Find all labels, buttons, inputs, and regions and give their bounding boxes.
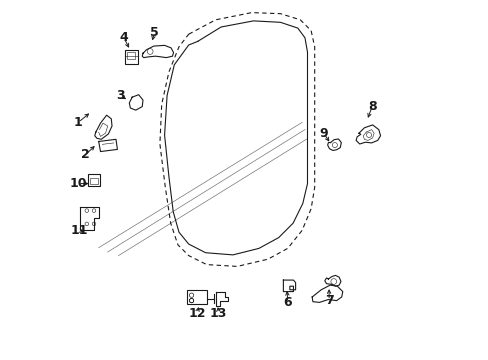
Text: 12: 12 (188, 307, 205, 320)
Bar (186, 290, 206, 304)
Text: 3: 3 (116, 89, 124, 102)
Text: 11: 11 (70, 224, 87, 237)
Bar (88, 174, 100, 186)
Text: 8: 8 (367, 100, 376, 113)
Bar (90, 178, 98, 184)
Text: 9: 9 (319, 127, 327, 140)
Text: 10: 10 (69, 177, 87, 190)
Text: 4: 4 (119, 31, 128, 44)
Text: 5: 5 (150, 26, 159, 39)
Bar (124, 50, 137, 64)
Bar (126, 52, 135, 59)
Text: 13: 13 (209, 307, 227, 320)
Text: 7: 7 (324, 294, 333, 307)
Text: 2: 2 (81, 148, 90, 161)
Text: 6: 6 (283, 296, 291, 309)
Text: 1: 1 (74, 116, 82, 129)
